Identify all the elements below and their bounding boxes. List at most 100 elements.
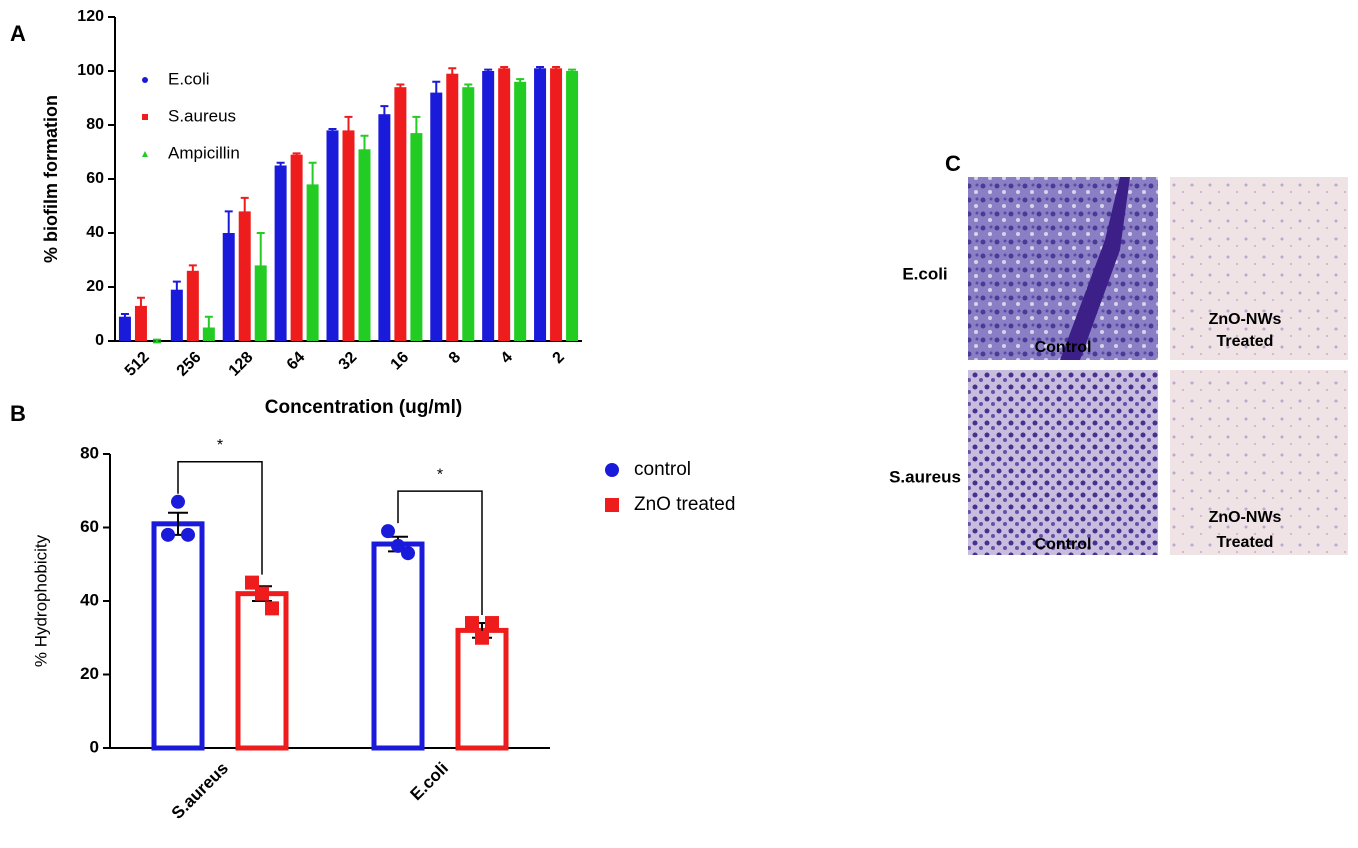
annotation: * bbox=[437, 466, 443, 483]
bar bbox=[394, 87, 407, 341]
panel-letter: A bbox=[10, 21, 26, 46]
image-label: ZnO-NWs bbox=[1209, 311, 1282, 328]
bar bbox=[446, 73, 459, 341]
error-bar bbox=[536, 65, 545, 71]
image-label: ZnO-NWs bbox=[1209, 509, 1282, 526]
bar bbox=[514, 81, 527, 342]
error-bar bbox=[120, 313, 129, 321]
image-label: Control bbox=[1035, 339, 1092, 356]
row-label: E.coli bbox=[902, 264, 947, 283]
error-bar bbox=[500, 65, 509, 71]
bar bbox=[482, 71, 495, 341]
y-tick-label: 40 bbox=[80, 590, 99, 609]
micrograph bbox=[1170, 370, 1348, 555]
x-tick-label: S.aureus bbox=[168, 759, 232, 823]
data-point bbox=[255, 586, 269, 601]
y-tick-label: 20 bbox=[86, 278, 104, 295]
x-axis-label: Concentration (ug/ml) bbox=[265, 397, 462, 418]
bar bbox=[410, 133, 423, 341]
bar bbox=[430, 92, 443, 341]
y-tick-label: 80 bbox=[80, 443, 99, 462]
panel-letter: B bbox=[10, 401, 26, 426]
error-bar bbox=[432, 80, 441, 105]
bar bbox=[170, 289, 183, 341]
data-point bbox=[245, 575, 259, 590]
image-label: Treated bbox=[1217, 333, 1274, 350]
error-bar bbox=[568, 68, 577, 74]
annotation: * bbox=[217, 437, 223, 454]
x-tick-label: 32 bbox=[336, 349, 361, 374]
bar bbox=[358, 149, 371, 341]
data-point bbox=[161, 527, 175, 542]
y-tick-label: 60 bbox=[80, 517, 99, 536]
x-tick-label: 512 bbox=[122, 349, 153, 380]
bar bbox=[371, 541, 425, 751]
error-bar bbox=[484, 68, 493, 74]
error-bar bbox=[256, 232, 265, 299]
data-point bbox=[465, 616, 479, 631]
image-panel: C E.coli S.aureus Control ZnO-NWs Treate… bbox=[889, 151, 1348, 555]
bar bbox=[151, 521, 205, 751]
error-bar bbox=[292, 152, 301, 158]
image-label: Treated bbox=[1217, 534, 1274, 551]
legend-marker bbox=[142, 114, 148, 120]
micrograph bbox=[1170, 177, 1348, 360]
y-tick-label: 0 bbox=[90, 737, 99, 756]
legend-marker bbox=[605, 463, 619, 477]
legend-label: control bbox=[634, 459, 691, 480]
panel-letter: C bbox=[945, 151, 961, 176]
data-point bbox=[381, 524, 395, 539]
x-tick-label: 128 bbox=[226, 349, 257, 380]
bar bbox=[306, 184, 319, 341]
bar bbox=[235, 591, 289, 751]
micrograph-streak bbox=[1060, 177, 1130, 360]
y-tick-label: 40 bbox=[86, 224, 104, 241]
bar bbox=[498, 68, 511, 342]
x-tick-label: E.coli bbox=[406, 759, 452, 805]
legend-label: Ampicillin bbox=[168, 143, 240, 162]
error-bar bbox=[240, 196, 249, 226]
bar bbox=[118, 316, 131, 341]
significance-bracket bbox=[397, 490, 483, 616]
legend-marker bbox=[142, 151, 148, 157]
error-bar bbox=[448, 67, 457, 81]
error-bar bbox=[172, 280, 181, 299]
error-bar bbox=[464, 83, 473, 91]
axis bbox=[114, 17, 582, 342]
x-tick-label: 64 bbox=[284, 349, 309, 374]
error-bar bbox=[224, 210, 233, 256]
bar bbox=[342, 130, 355, 341]
data-point bbox=[485, 616, 499, 631]
error-bar bbox=[136, 296, 145, 315]
bar bbox=[186, 270, 199, 341]
error-bar bbox=[516, 78, 525, 86]
bar bbox=[550, 68, 563, 342]
error-bar bbox=[412, 115, 421, 151]
micrograph bbox=[968, 177, 1158, 360]
legend-marker bbox=[605, 498, 619, 512]
bar bbox=[326, 130, 339, 341]
x-tick-label: 2 bbox=[550, 349, 568, 367]
x-tick-label: 4 bbox=[498, 349, 516, 367]
y-tick-label: 100 bbox=[77, 62, 104, 79]
x-tick-label: 16 bbox=[388, 349, 413, 374]
bar bbox=[534, 68, 547, 342]
error-bar bbox=[276, 161, 285, 170]
error-bar bbox=[188, 264, 197, 278]
data-point bbox=[475, 630, 489, 645]
bar bbox=[238, 211, 251, 341]
y-tick-label: 60 bbox=[86, 170, 104, 187]
image-label: Control bbox=[1035, 536, 1092, 553]
micrograph bbox=[968, 370, 1158, 555]
bar bbox=[566, 71, 579, 341]
y-axis-label: % biofilm formation bbox=[41, 95, 61, 263]
data-point bbox=[171, 494, 185, 509]
error-bar bbox=[396, 83, 405, 91]
error-bar bbox=[344, 115, 353, 145]
row-label: S.aureus bbox=[889, 467, 961, 486]
x-tick-label: 8 bbox=[446, 349, 464, 367]
y-tick-label: 80 bbox=[86, 116, 104, 133]
error-bar bbox=[204, 315, 213, 340]
y-tick-label: 0 bbox=[95, 332, 104, 349]
